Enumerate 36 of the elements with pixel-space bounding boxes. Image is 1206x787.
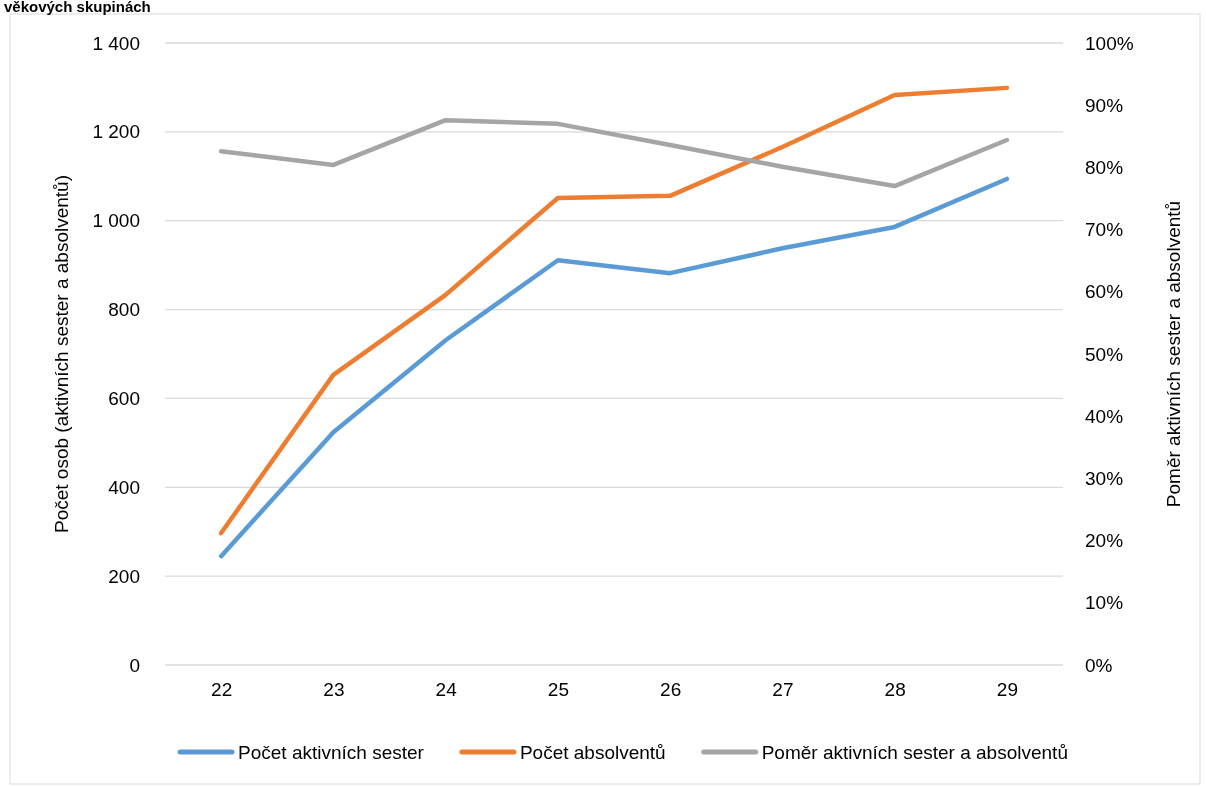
y-tick-label: 800: [108, 299, 140, 321]
y-tick-label: 200: [108, 565, 140, 587]
y2-axis-title: Poměr aktivních sester a absolventů: [1163, 200, 1184, 508]
y-tick-label: 1 400: [92, 32, 140, 54]
x-tick-label: 24: [435, 679, 458, 701]
y2-tick-label: 60%: [1085, 281, 1124, 303]
y-tick-label: 1 000: [92, 210, 140, 232]
chart-title: věkových skupinách: [4, 0, 151, 15]
y2-tick-label: 80%: [1085, 156, 1124, 178]
y-tick-label: 400: [108, 476, 140, 498]
y2-tick-label: 70%: [1085, 219, 1124, 241]
y2-tick-label: 10%: [1085, 592, 1124, 614]
x-tick-label: 22: [211, 679, 233, 701]
y-axis-title: Počet osob (aktivních sester a absolventů): [51, 174, 72, 534]
y2-tick-label: 100%: [1085, 32, 1134, 54]
x-tick-label: 26: [660, 679, 682, 701]
y2-tick-label: 40%: [1085, 405, 1124, 427]
line-series: [218, 176, 1010, 559]
legend-label: Počet aktivních sester: [238, 742, 425, 763]
x-tick-label: 29: [996, 679, 1018, 701]
y2-tick-label: 50%: [1085, 343, 1124, 365]
y-tick-label: 0: [129, 654, 140, 676]
x-tick-label: 23: [323, 679, 345, 701]
y2-tick-label: 20%: [1085, 530, 1124, 552]
legend-label: Poměr aktivních sester a absolventů: [761, 742, 1068, 763]
x-tick-label: 28: [884, 679, 906, 701]
line-series: [218, 85, 1010, 536]
legend-label: Počet absolventů: [519, 742, 666, 763]
y-tick-label: 600: [108, 388, 140, 410]
x-tick-label: 25: [547, 679, 569, 701]
y2-tick-label: 90%: [1085, 94, 1124, 116]
line-series: [218, 117, 1010, 189]
y-tick-label: 1 200: [92, 121, 140, 143]
y2-tick-label: 30%: [1085, 467, 1124, 489]
x-tick-label: 27: [772, 679, 794, 701]
y2-tick-label: 0%: [1085, 654, 1113, 676]
